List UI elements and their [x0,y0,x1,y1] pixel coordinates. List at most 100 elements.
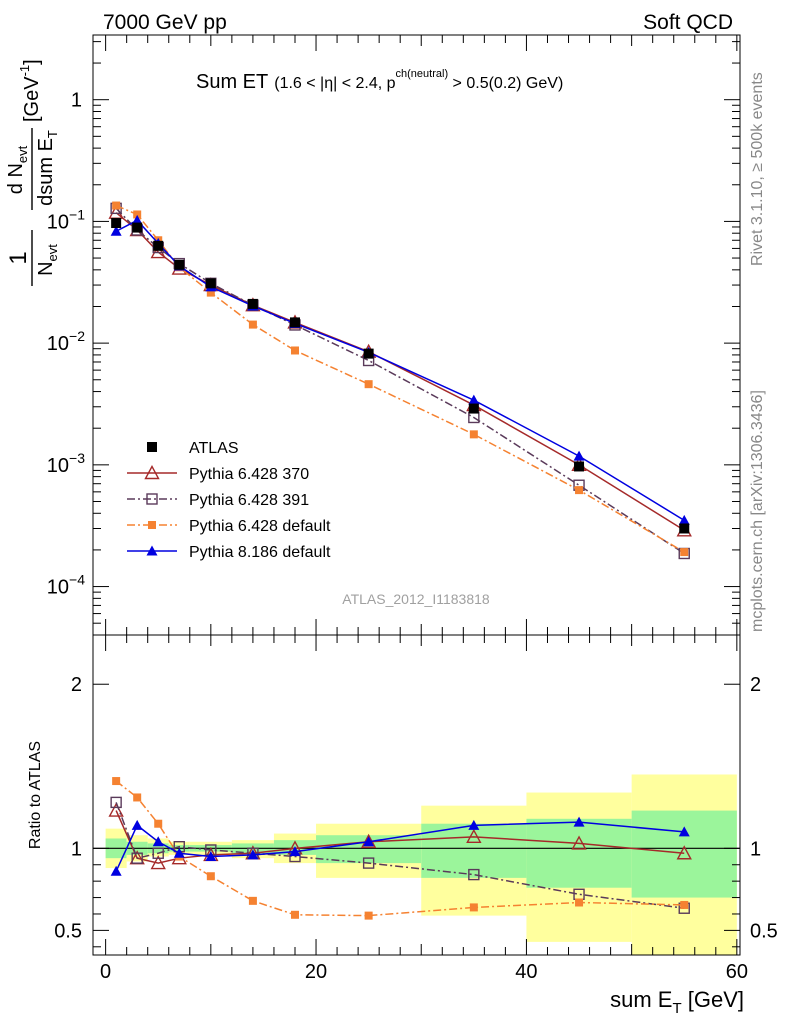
ratio-point [154,819,163,828]
side-label-mcplots: mcplots.cern.ch [arXiv:1306.3436] [749,390,766,632]
legend-label: Pythia 6.428 default [189,518,331,535]
ratio-point [205,851,217,862]
ratio-y-tick-label-right: 1 [750,838,761,860]
ratio-point [247,849,259,860]
y-label-one: 1 [5,251,32,264]
ratio-point [466,828,482,844]
ratio-point [110,796,122,809]
ratio-point [131,852,143,864]
main-y-tick-label: 10−2 [47,328,85,355]
legend-label: Pythia 6.428 370 [189,466,309,483]
legend-label: Pythia 8.186 default [189,544,331,561]
x-tick-label: 40 [515,961,537,983]
side-label-rivet: Rivet 3.1.10, ≥ 500k events [749,72,766,266]
ratio-point [289,846,301,857]
legend-item-pythia-6-428-391: Pythia 6.428 391 [127,492,309,509]
legend-marker [144,465,160,480]
ratio-series-pythia-8-186-default [110,816,690,876]
data-point [174,259,185,270]
main-y-tick-label: 10−4 [47,572,85,599]
ratio-point [469,903,478,912]
ratio-point [152,836,164,847]
data-point [575,486,584,495]
data-point [153,240,164,251]
plot-title-main: Sum ET [196,71,268,93]
data-point [363,348,374,359]
data-point [468,394,480,405]
legend-marker [146,493,158,505]
legend-item-atlas: ATLAS [147,440,239,457]
ratio-point [363,836,375,847]
plot-title-cut-2: > 0.5(0.2) GeV) [448,75,563,92]
ratio-point [573,816,585,827]
ratio-y-tick-label: 0.5 [54,920,82,942]
ratio-band-inner [526,818,632,888]
legend-marker [148,521,156,529]
data-point [468,403,479,414]
series-pythia-6-428-370 [108,204,692,537]
main-panel: 1 10−1 10−2 10−3 10−4 Sum ET (1.6 < |η| < 2.4… [47,34,741,636]
ratio-y-tick-label: 2 [71,674,82,696]
y-label-denominator: dsum ET [35,130,60,206]
ratio-point [206,872,215,881]
data-point [679,523,690,534]
ratio-point [248,896,257,905]
y-label-numerator: d Nevt [5,145,30,194]
y-label-unit: [GeV-1] [17,59,43,122]
legend-item-pythia-6-428-default: Pythia 6.428 default [127,518,331,535]
ratio-point [575,898,584,907]
x-tick-label: 60 [726,961,748,983]
plot-title-cut-sup: ch(neutral) [396,68,449,80]
x-axis-label: sum ET [GeV] [610,987,744,1017]
series-line [115,207,685,555]
data-point [678,514,690,525]
data-point [131,214,143,225]
header-collision: 7000 GeV pp [103,11,227,34]
data-point [112,201,121,210]
data-point [364,380,373,389]
data-point [247,298,258,309]
y-axis-label: 1 Nevt d Nevt dsum ET [GeV-1] [5,59,60,286]
data-point [150,244,166,259]
y-label-nevt: Nevt [35,244,60,276]
header-category: Soft QCD [643,11,733,34]
ratio-line [115,780,685,917]
main-y-tick-label: 1 [71,90,82,112]
data-point [133,210,142,219]
data-point [573,450,585,461]
ratio-y-tick-label-right: 2 [750,674,761,696]
ratio-point [108,802,124,817]
legend-marker [147,442,157,452]
ratio-point [110,865,122,876]
ratio-point [133,793,142,802]
ratio-axis-label: Ratio to ATLAS [27,741,44,849]
data-point [206,288,215,297]
series-atlas [111,218,690,534]
ratio-point [290,910,299,919]
plot-title: Sum ET (1.6 < |η| < 2.4, pch(neutral) > 0… [196,68,563,93]
x-tick-label: 20 [305,961,327,983]
ratio-point [571,835,587,850]
data-point [574,461,585,472]
legend-item-pythia-8-186-default: Pythia 8.186 default [127,544,331,561]
ratio-point [150,855,166,870]
legend-label: ATLAS [189,440,239,457]
ratio-panel: 0.5 0.5 1 1 2 2 [54,634,778,956]
data-point [248,320,257,329]
data-point [110,225,122,236]
main-y-tick-label: 10−1 [47,206,85,233]
ratio-point [152,847,164,859]
x-tick-label: 0 [100,961,111,983]
ratio-point [468,868,480,881]
data-point [469,430,478,439]
legend-marker [146,545,158,556]
ratio-frame [92,634,741,956]
data-point [111,218,122,229]
data-point [289,317,300,328]
data-point [132,222,143,233]
ratio-point [680,900,689,909]
data-point [290,346,299,355]
ratio-point [468,819,480,830]
legend: ATLAS Pythia 6.428 370 Pythia 6.428 391 Pyt… [127,440,331,561]
